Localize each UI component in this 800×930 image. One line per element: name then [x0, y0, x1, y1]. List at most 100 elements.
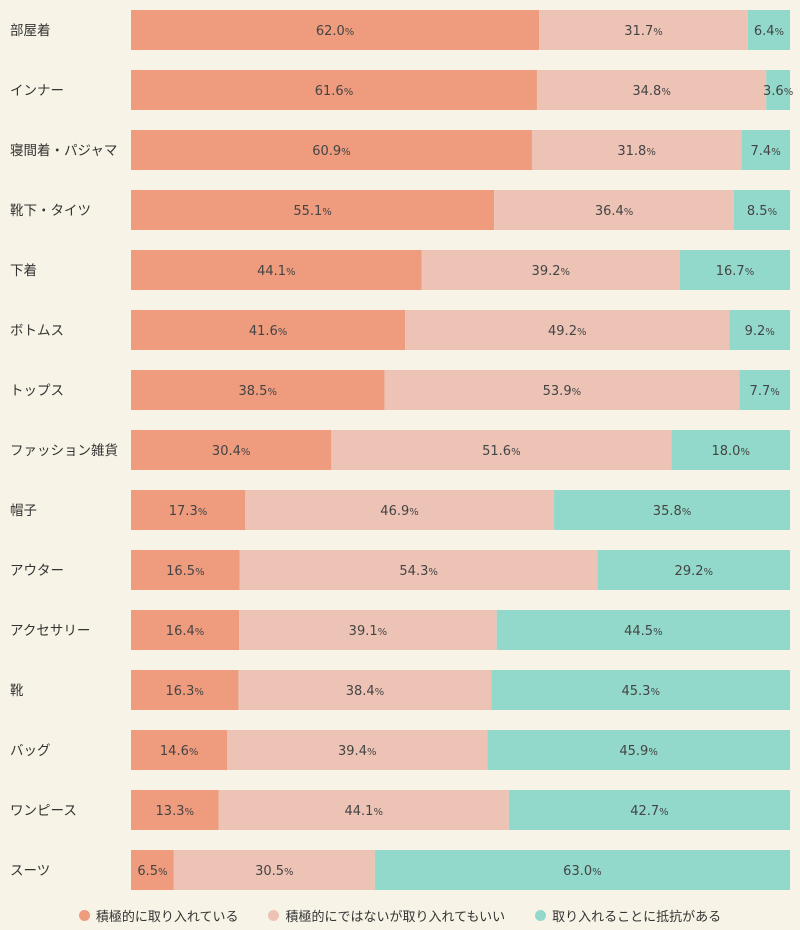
bar-segment-active [131, 610, 240, 650]
category-label: 帽子 [10, 503, 37, 519]
bar-row: ボトムス 41.6% 49.2% 9.2% [10, 310, 790, 350]
data-label: 17.3% [169, 504, 207, 519]
category-label: ファッション雑貨 [10, 442, 118, 459]
data-label: 36.4% [595, 204, 633, 219]
legend-label-active: 積極的に取り入れている [95, 909, 239, 925]
bar-segment-resistant [679, 250, 790, 290]
category-label: インナー [10, 83, 64, 99]
bar-row: トップス 38.5% 53.9% 7.7% [10, 370, 790, 410]
category-label: 部屋着 [10, 22, 51, 39]
bar-segment-resistant [491, 670, 790, 710]
bar-row: インナー 61.6% 34.8% 3.6% [10, 70, 793, 110]
bar-segment-active [131, 850, 174, 890]
legend-swatch-acceptable [268, 909, 280, 921]
data-label: 18.0% [711, 444, 749, 459]
data-label: 30.4% [212, 444, 250, 459]
bar-row: 帽子 17.3% 46.9% 35.8% [10, 490, 790, 530]
bar-segment-acceptable [245, 490, 555, 530]
data-label: 35.8% [653, 504, 691, 519]
bar-segment-resistant [508, 790, 790, 830]
bar-segment-active [131, 430, 332, 470]
data-label: 51.6% [482, 444, 520, 459]
bar-row: 部屋着 62.0% 31.7% 6.4% [10, 10, 790, 50]
category-label: 靴下・タイツ [10, 203, 91, 219]
bar-segment-acceptable [238, 670, 492, 710]
legend-item-acceptable: 積極的にではないが取り入れてもいい [268, 906, 505, 925]
category-label: 下着 [10, 262, 37, 279]
data-label: 9.2% [745, 324, 775, 339]
bar-row: スーツ 6.5% 30.5% 63.0% [10, 850, 790, 890]
category-label: ボトムス [10, 323, 64, 339]
legend-swatch-resistant [535, 909, 547, 921]
bar-row: 靴 16.3% 38.4% 45.3% [10, 670, 790, 710]
data-label: 53.9% [543, 384, 581, 399]
bar-segment-resistant [597, 550, 790, 590]
bar-segment-resistant [554, 490, 790, 530]
bar-segment-acceptable [536, 70, 767, 110]
data-label: 39.1% [349, 624, 387, 639]
data-label: 31.8% [617, 144, 655, 159]
data-label: 38.4% [346, 684, 384, 699]
category-label: 寝間着・パジャマ [10, 142, 117, 159]
data-label: 41.6% [249, 324, 287, 339]
legend-item-active: 積極的に取り入れている [78, 906, 239, 925]
category-label: スーツ [10, 863, 50, 879]
data-label: 29.2% [675, 564, 713, 579]
data-label: 44.5% [624, 624, 662, 639]
bar-row: アクセサリー 16.4% 39.1% 44.5% [10, 610, 790, 650]
data-label: 30.5% [255, 864, 293, 879]
bar-segment-active [131, 310, 406, 350]
bar-segment-acceptable [218, 790, 509, 830]
bar-segment-acceptable [405, 310, 730, 350]
category-label: トップス [10, 383, 64, 399]
data-label: 7.7% [750, 384, 780, 399]
data-label: 45.9% [619, 744, 657, 759]
bar-segment-active [131, 250, 422, 290]
data-label: 31.7% [624, 24, 662, 39]
data-label: 55.1% [293, 204, 331, 219]
bar-segment-acceptable [539, 10, 748, 50]
bar-segment-acceptable [494, 190, 734, 230]
data-label: 54.3% [399, 564, 437, 579]
bar-segment-active [131, 670, 239, 710]
bar-row: 靴下・タイツ 55.1% 36.4% 8.5% [10, 190, 790, 230]
data-label: 60.9% [312, 144, 350, 159]
data-label: 3.6% [763, 84, 793, 99]
data-label: 16.5% [166, 564, 204, 579]
bar-segment-acceptable [421, 250, 680, 290]
data-label: 16.7% [716, 264, 754, 279]
bar-segment-resistant [374, 850, 790, 890]
data-label: 16.3% [165, 684, 203, 699]
category-label: ワンピース [10, 803, 77, 819]
bar-segment-active [131, 130, 532, 170]
bar-row: ワンピース 13.3% 44.1% 42.7% [10, 790, 790, 830]
bar-segment-resistant [733, 190, 790, 230]
bar-segment-acceptable [239, 610, 497, 650]
bar-segment-resistant [747, 10, 790, 50]
bar-segment-resistant [487, 730, 790, 770]
category-label: アクセサリー [10, 623, 90, 639]
data-label: 34.8% [632, 84, 670, 99]
category-label: アウター [10, 563, 64, 579]
data-label: 8.5% [747, 204, 777, 219]
bar-row: 下着 44.1% 39.2% 16.7% [10, 250, 790, 290]
data-label: 39.2% [532, 264, 570, 279]
category-label: バッグ [10, 743, 51, 759]
bar-segment-acceptable [227, 730, 488, 770]
data-label: 6.5% [137, 864, 167, 879]
bar-segment-active [131, 10, 540, 50]
data-label: 49.2% [548, 324, 586, 339]
bar-segment-active [131, 730, 228, 770]
bar-segment-acceptable [384, 370, 740, 410]
bar-row: バッグ 14.6% 39.4% 45.9% [10, 730, 790, 770]
bar-segment-acceptable [531, 130, 742, 170]
bar-segment-resistant [729, 310, 790, 350]
bar-segment-active [131, 490, 246, 530]
data-label: 38.5% [238, 384, 276, 399]
category-label: 靴 [10, 683, 24, 699]
bar-row: 寝間着・パジャマ 60.9% 31.8% 7.4% [10, 130, 790, 170]
legend-swatch-active [78, 909, 90, 921]
bar-segment-active [131, 550, 240, 590]
bar-segment-active [131, 370, 385, 410]
